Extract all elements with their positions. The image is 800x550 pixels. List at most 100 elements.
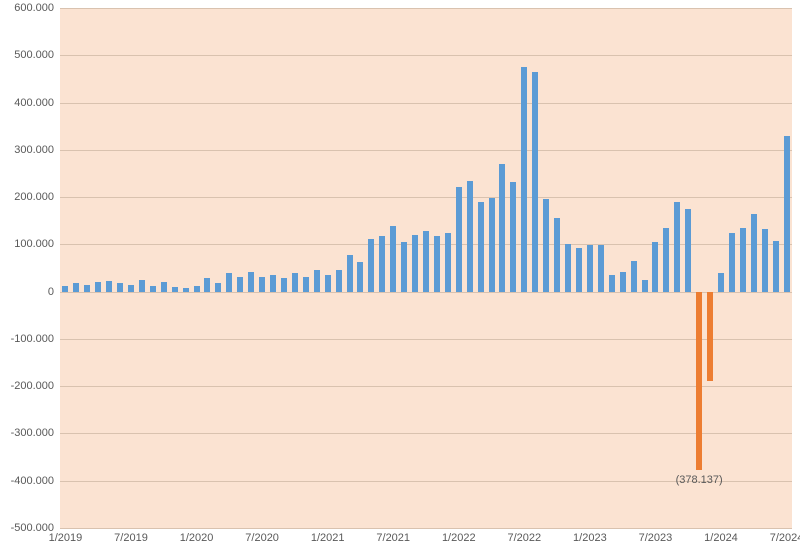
bar [325, 275, 331, 292]
bar [642, 280, 648, 292]
bar [161, 282, 167, 291]
bar [762, 229, 768, 291]
bar [729, 233, 735, 292]
bar [773, 241, 779, 292]
bar [281, 278, 287, 291]
bar [172, 287, 178, 292]
y-tick-label: -200.000 [0, 380, 54, 392]
gridline [60, 150, 792, 151]
bar [194, 286, 200, 292]
bar [565, 244, 571, 291]
bar [347, 255, 353, 292]
bar [390, 226, 396, 291]
gridline [60, 528, 792, 529]
bar [620, 272, 626, 292]
x-tick-label: 7/2021 [376, 532, 410, 544]
gridline [60, 8, 792, 9]
gridline [60, 386, 792, 387]
bar [259, 277, 265, 292]
bar [510, 182, 516, 292]
bar [303, 277, 309, 291]
bar [128, 285, 134, 292]
x-tick-label: 7/2024 [770, 532, 800, 544]
x-tick-label: 1/2020 [180, 532, 214, 544]
y-tick-label: -100.000 [0, 333, 54, 345]
gridline [60, 433, 792, 434]
bar [150, 286, 156, 292]
gridline [60, 55, 792, 56]
x-tick-label: 1/2022 [442, 532, 476, 544]
bar [226, 273, 232, 292]
bar [751, 214, 757, 292]
bar [740, 228, 746, 292]
x-tick-label: 1/2023 [573, 532, 607, 544]
bar [445, 233, 451, 292]
bar [204, 278, 210, 291]
bar [215, 283, 221, 292]
bar [183, 288, 189, 292]
x-tick-label: 7/2023 [639, 532, 673, 544]
bar [707, 292, 713, 382]
bar [609, 275, 615, 292]
x-tick-label: 7/2019 [114, 532, 148, 544]
bar [631, 261, 637, 292]
bar [576, 248, 582, 291]
bar-chart: -500.000 -400.000 -300.000 -200.000 -100.000… [0, 0, 800, 550]
bar [95, 282, 101, 291]
bar [489, 198, 495, 292]
x-tick-label: 1/2019 [49, 532, 83, 544]
bar [784, 136, 790, 292]
bar [663, 228, 669, 292]
bar [696, 292, 702, 471]
bar [357, 262, 363, 291]
bar [532, 72, 538, 292]
bar [248, 272, 254, 292]
gridline [60, 292, 792, 293]
bar [336, 270, 342, 291]
bar [412, 235, 418, 292]
x-tick-label: 1/2024 [704, 532, 738, 544]
bar [478, 202, 484, 292]
bar [423, 231, 429, 292]
y-tick-label: 600.000 [0, 2, 54, 14]
bar [292, 273, 298, 292]
bar [314, 270, 320, 291]
gridline [60, 197, 792, 198]
gridline [60, 339, 792, 340]
y-tick-label: -400.000 [0, 475, 54, 487]
y-tick-label: 500.000 [0, 49, 54, 61]
bar [368, 239, 374, 292]
bar [554, 218, 560, 291]
y-tick-label: -300.000 [0, 427, 54, 439]
bar [379, 236, 385, 292]
x-tick-label: 1/2021 [311, 532, 345, 544]
y-tick-label: 0 [0, 286, 54, 298]
bar [499, 164, 505, 292]
y-tick-label: 400.000 [0, 97, 54, 109]
x-tick-label: 7/2020 [245, 532, 279, 544]
bar [139, 280, 145, 292]
y-tick-label: 100.000 [0, 238, 54, 250]
data-callout: (378.137) [676, 474, 723, 486]
bar [62, 286, 68, 292]
bar [84, 285, 90, 292]
bar [674, 202, 680, 292]
bar [587, 245, 593, 291]
bar [652, 242, 658, 292]
bar [237, 277, 243, 291]
bar [521, 67, 527, 292]
bar [73, 283, 79, 292]
gridline [60, 103, 792, 104]
y-tick-label: 300.000 [0, 144, 54, 156]
bar [401, 242, 407, 292]
y-tick-label: -500.000 [0, 522, 54, 534]
bar [685, 209, 691, 292]
y-tick-label: 200.000 [0, 191, 54, 203]
bar [598, 245, 604, 291]
bar [106, 281, 112, 291]
bar [543, 199, 549, 291]
bar [117, 283, 123, 292]
bar [270, 275, 276, 292]
bar [456, 187, 462, 292]
bar [718, 273, 724, 292]
